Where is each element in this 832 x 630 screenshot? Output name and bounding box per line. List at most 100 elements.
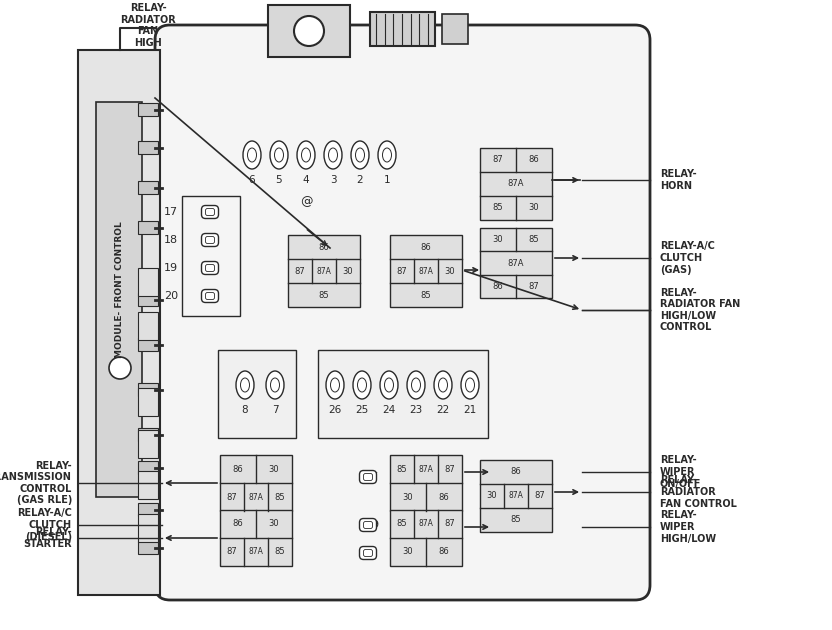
Text: 85: 85 xyxy=(275,493,285,501)
Ellipse shape xyxy=(329,148,338,162)
Bar xyxy=(220,455,292,511)
FancyBboxPatch shape xyxy=(201,290,219,302)
Text: 5: 5 xyxy=(275,175,282,185)
Text: 23: 23 xyxy=(409,405,423,415)
Text: 86: 86 xyxy=(421,243,431,251)
Text: 86: 86 xyxy=(233,520,244,529)
Text: 1: 1 xyxy=(384,175,390,185)
Text: 19: 19 xyxy=(164,263,178,273)
FancyBboxPatch shape xyxy=(201,234,219,246)
Text: 85: 85 xyxy=(397,464,408,474)
Bar xyxy=(480,228,552,298)
FancyBboxPatch shape xyxy=(364,522,373,529)
Ellipse shape xyxy=(461,371,479,399)
Text: 18: 18 xyxy=(164,235,178,245)
Ellipse shape xyxy=(465,378,474,392)
Bar xyxy=(220,510,292,566)
FancyBboxPatch shape xyxy=(364,474,373,481)
Ellipse shape xyxy=(270,378,280,392)
Text: 8: 8 xyxy=(241,405,248,415)
Text: @: @ xyxy=(300,195,312,209)
Text: 87: 87 xyxy=(444,464,455,474)
FancyBboxPatch shape xyxy=(359,518,377,532)
Text: 85: 85 xyxy=(493,203,503,212)
Text: MODULE- FRONT CONTROL: MODULE- FRONT CONTROL xyxy=(116,222,125,358)
Text: 3: 3 xyxy=(329,175,336,185)
Bar xyxy=(138,471,158,499)
Text: 87: 87 xyxy=(397,266,408,275)
Bar xyxy=(138,503,158,516)
Ellipse shape xyxy=(243,141,261,169)
Text: 24: 24 xyxy=(383,405,396,415)
Text: 87A: 87A xyxy=(508,258,524,268)
Text: 87A: 87A xyxy=(508,180,524,188)
Bar xyxy=(138,388,158,416)
FancyBboxPatch shape xyxy=(206,265,215,272)
Bar xyxy=(480,148,552,220)
Text: RELAY-
TRANSMISSION
CONTROL
(GAS RLE): RELAY- TRANSMISSION CONTROL (GAS RLE) xyxy=(0,461,72,505)
FancyBboxPatch shape xyxy=(155,25,650,600)
Ellipse shape xyxy=(301,148,310,162)
FancyBboxPatch shape xyxy=(359,546,377,559)
Bar xyxy=(138,430,158,458)
Text: 2: 2 xyxy=(357,175,364,185)
Text: 87A: 87A xyxy=(249,547,264,556)
Text: RELAY-
RADIATOR FAN
HIGH/LOW
CONTROL: RELAY- RADIATOR FAN HIGH/LOW CONTROL xyxy=(660,288,740,333)
Text: RELAY-A/C
CLUTCH
(DIESEL): RELAY-A/C CLUTCH (DIESEL) xyxy=(17,508,72,542)
Text: 87: 87 xyxy=(444,520,455,529)
FancyBboxPatch shape xyxy=(359,471,377,483)
Bar xyxy=(268,5,350,57)
Bar xyxy=(78,50,160,595)
Text: RELAY-
RADIATOR
FAN
HIGH: RELAY- RADIATOR FAN HIGH xyxy=(120,3,176,48)
Ellipse shape xyxy=(236,371,254,399)
Text: 87: 87 xyxy=(226,547,237,556)
Ellipse shape xyxy=(384,378,394,392)
Text: 30: 30 xyxy=(528,203,539,212)
Bar xyxy=(370,12,435,46)
Text: 86: 86 xyxy=(493,282,503,291)
Text: 87A: 87A xyxy=(249,493,264,501)
Text: 4: 4 xyxy=(303,175,310,185)
Text: 85: 85 xyxy=(528,235,539,244)
Bar xyxy=(138,268,158,296)
FancyBboxPatch shape xyxy=(206,209,215,215)
Bar xyxy=(480,460,552,532)
Text: 85: 85 xyxy=(397,520,408,529)
Bar xyxy=(390,235,462,307)
Bar xyxy=(96,102,142,497)
Ellipse shape xyxy=(270,141,288,169)
Bar xyxy=(138,428,158,441)
Text: 85: 85 xyxy=(319,290,329,299)
Text: 10: 10 xyxy=(364,548,378,558)
Ellipse shape xyxy=(407,371,425,399)
Text: 87A: 87A xyxy=(418,520,433,529)
Text: 86: 86 xyxy=(511,467,522,476)
Text: 86: 86 xyxy=(528,156,539,164)
Text: 22: 22 xyxy=(436,405,449,415)
Ellipse shape xyxy=(383,148,392,162)
Ellipse shape xyxy=(294,16,324,46)
Text: 85: 85 xyxy=(511,515,522,525)
Text: 87: 87 xyxy=(535,491,545,500)
Text: 30: 30 xyxy=(403,547,414,556)
Ellipse shape xyxy=(434,371,452,399)
Text: RELAY-
RADIATOR
FAN CONTROL: RELAY- RADIATOR FAN CONTROL xyxy=(660,476,737,508)
Bar xyxy=(442,14,468,44)
Bar xyxy=(288,235,360,307)
Text: 87: 87 xyxy=(226,493,237,501)
Text: 86: 86 xyxy=(438,547,449,556)
Ellipse shape xyxy=(324,141,342,169)
Ellipse shape xyxy=(275,148,284,162)
FancyBboxPatch shape xyxy=(201,261,219,275)
Bar xyxy=(138,103,158,116)
Bar xyxy=(318,350,488,438)
Ellipse shape xyxy=(326,371,344,399)
Text: 87A: 87A xyxy=(316,266,331,275)
Bar xyxy=(138,541,158,554)
Text: 87: 87 xyxy=(528,282,539,291)
Ellipse shape xyxy=(330,378,339,392)
Text: 30: 30 xyxy=(343,266,354,275)
Ellipse shape xyxy=(240,378,250,392)
Text: 30: 30 xyxy=(487,491,498,500)
Text: 87A: 87A xyxy=(418,464,433,474)
